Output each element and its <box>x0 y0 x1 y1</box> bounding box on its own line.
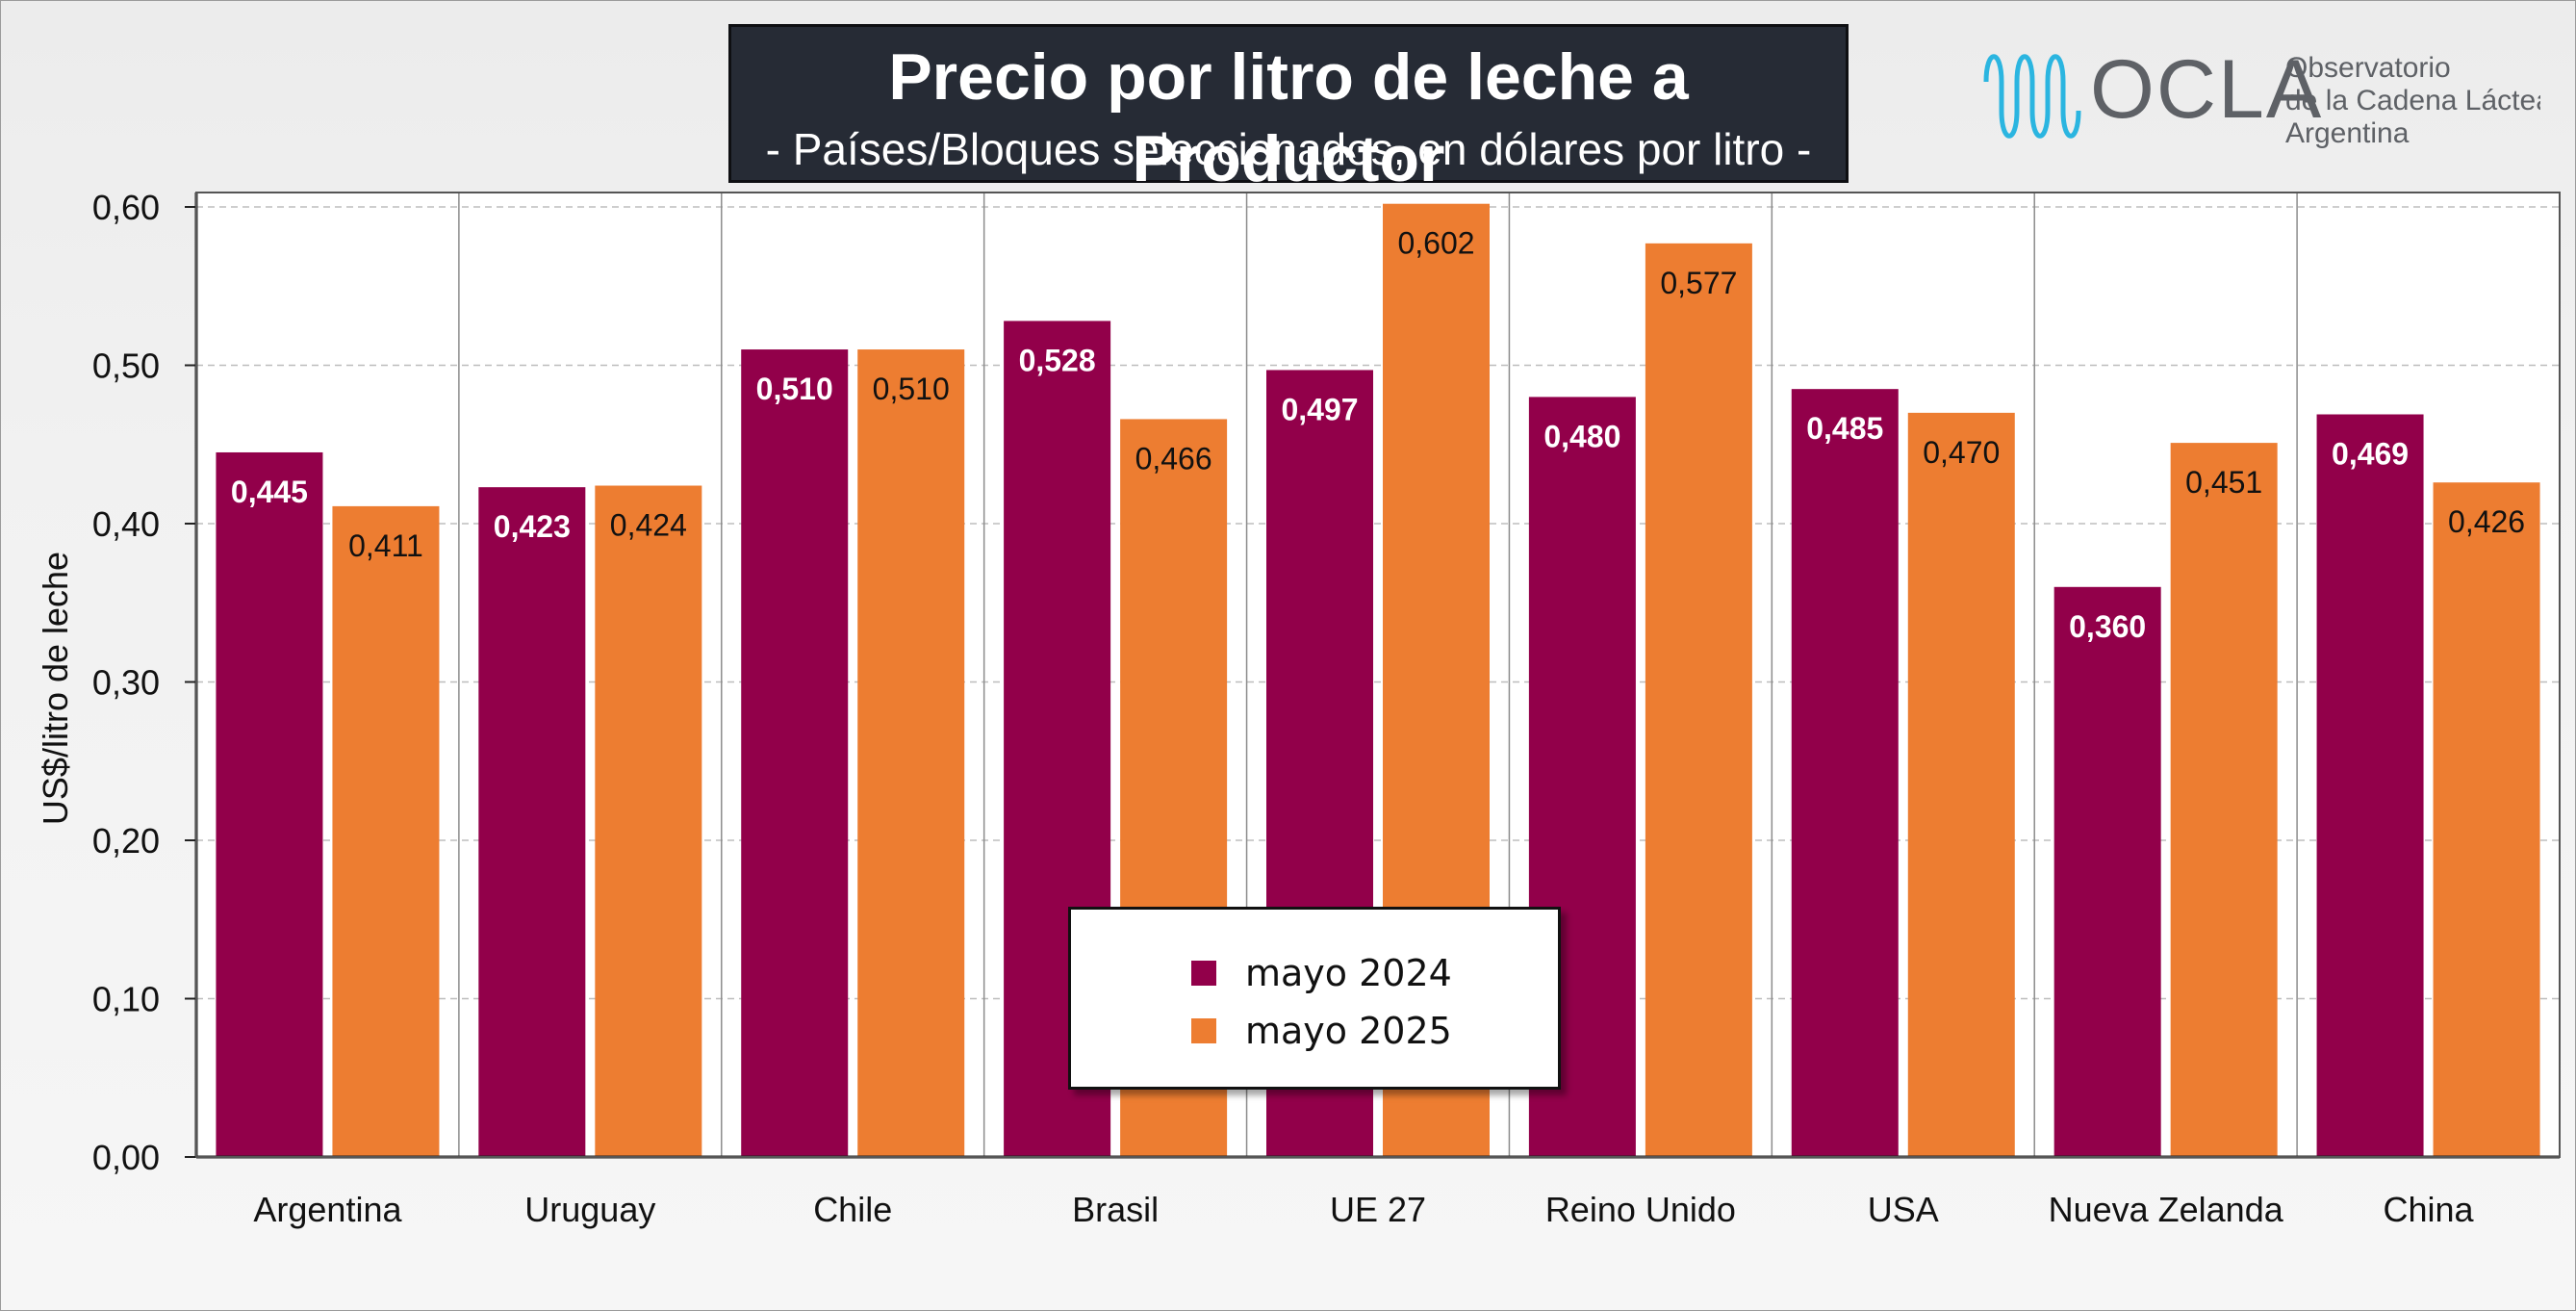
y-tick-label: 0,30 <box>92 663 160 703</box>
bar-mayo-2024 <box>478 487 586 1157</box>
data-label: 0,577 <box>1660 266 1737 300</box>
data-label: 0,411 <box>348 528 423 563</box>
legend-swatch-mayo-2025 <box>1191 1018 1216 1043</box>
logo-name: OCLA <box>2090 43 2323 136</box>
x-tick-label: Reino Unido <box>1545 1190 1736 1229</box>
plot-border <box>195 192 2561 1158</box>
y-tick-label: 0,20 <box>92 821 160 861</box>
legend-label-mayo-2024: mayo 2024 <box>1245 952 1452 994</box>
milk-wave-icon <box>1983 54 2081 139</box>
bar-mayo-2025 <box>1645 243 1752 1157</box>
chart-subtitle: - Países/Bloques seleccionados, en dólar… <box>765 124 1812 174</box>
data-label: 0,485 <box>1806 411 1883 446</box>
x-tick-label: Argentina <box>253 1190 402 1229</box>
legend-label-mayo-2025: mayo 2025 <box>1245 1010 1452 1052</box>
x-tick-label: Uruguay <box>524 1190 655 1229</box>
bar-mayo-2024 <box>2316 414 2424 1157</box>
logo-line-2: de la Cadena Láctea <box>2285 85 2540 116</box>
data-label: 0,480 <box>1543 419 1620 453</box>
x-tick-label: Nueva Zelanda <box>2049 1190 2284 1229</box>
data-label: 0,602 <box>1397 226 1474 261</box>
data-labels: 0,445 0,411 0,423 0,424 0,510 0,510 0,528 0,466… <box>231 226 2525 644</box>
logo-line-1: Observatorio <box>2285 52 2451 84</box>
legend-item-mayo-2025: mayo 2025 <box>1191 1002 1452 1060</box>
data-label: 0,469 <box>2332 436 2409 471</box>
y-axis-label: US$/litro de leche <box>36 552 75 825</box>
bar-mayo-2024 <box>2053 586 2161 1157</box>
y-tick-label: 0,60 <box>92 188 160 227</box>
ocla-logo: OCLA Observatorio de la Cadena Láctea Ar… <box>1983 43 2540 149</box>
y-tick-label: 0,00 <box>92 1138 160 1177</box>
data-label: 0,528 <box>1019 343 1096 377</box>
y-tick-label: 0,10 <box>92 980 160 1019</box>
chart-title: Precio por litro de leche a Productor <box>888 40 1689 195</box>
bar-mayo-2025 <box>2170 443 2278 1158</box>
bar-mayo-2024 <box>741 349 849 1157</box>
y-tick-label: 0,40 <box>92 504 160 544</box>
bar-mayo-2025 <box>332 505 440 1157</box>
x-tick-label: China <box>2384 1190 2475 1229</box>
data-label: 0,445 <box>231 475 308 509</box>
legend: mayo 2024 mayo 2025 <box>1068 907 1561 1090</box>
data-label: 0,466 <box>1135 441 1212 476</box>
data-label: 0,510 <box>756 372 833 406</box>
data-label: 0,470 <box>1923 435 2000 470</box>
data-label: 0,451 <box>2185 465 2262 500</box>
data-label: 0,510 <box>873 372 950 406</box>
data-label: 0,423 <box>494 509 571 544</box>
data-label: 0,424 <box>610 508 687 543</box>
bar-mayo-2024 <box>216 451 323 1158</box>
legend-item-mayo-2024: mayo 2024 <box>1191 944 1452 1002</box>
bar-mayo-2025 <box>857 349 965 1157</box>
x-tick-label: Chile <box>813 1190 892 1229</box>
title-box: Precio por litro de leche a Productor - … <box>728 24 1849 195</box>
bar-mayo-2024 <box>1791 389 1899 1157</box>
x-tick-label: Brasil <box>1072 1190 1159 1229</box>
bar-mayo-2025 <box>1907 412 2015 1158</box>
legend-swatch-mayo-2024 <box>1191 961 1216 986</box>
x-tick-label: UE 27 <box>1330 1190 1426 1229</box>
data-label: 0,360 <box>2069 609 2146 644</box>
x-tick-labels: Argentina Uruguay Chile Brasil UE 27 Reino Un… <box>253 1190 2474 1229</box>
bar-mayo-2025 <box>595 485 702 1157</box>
data-label: 0,426 <box>2448 504 2525 539</box>
logo-line-3: Argentina <box>2285 117 2410 149</box>
bar-mayo-2025 <box>2433 482 2540 1158</box>
bars <box>216 203 2540 1158</box>
y-tick-labels: 0,00 0,10 0,20 0,30 0,40 0,50 0,60 <box>92 188 160 1177</box>
x-tick-label: USA <box>1868 1190 1939 1229</box>
data-label: 0,497 <box>1281 392 1358 426</box>
y-tick-label: 0,50 <box>92 347 160 386</box>
